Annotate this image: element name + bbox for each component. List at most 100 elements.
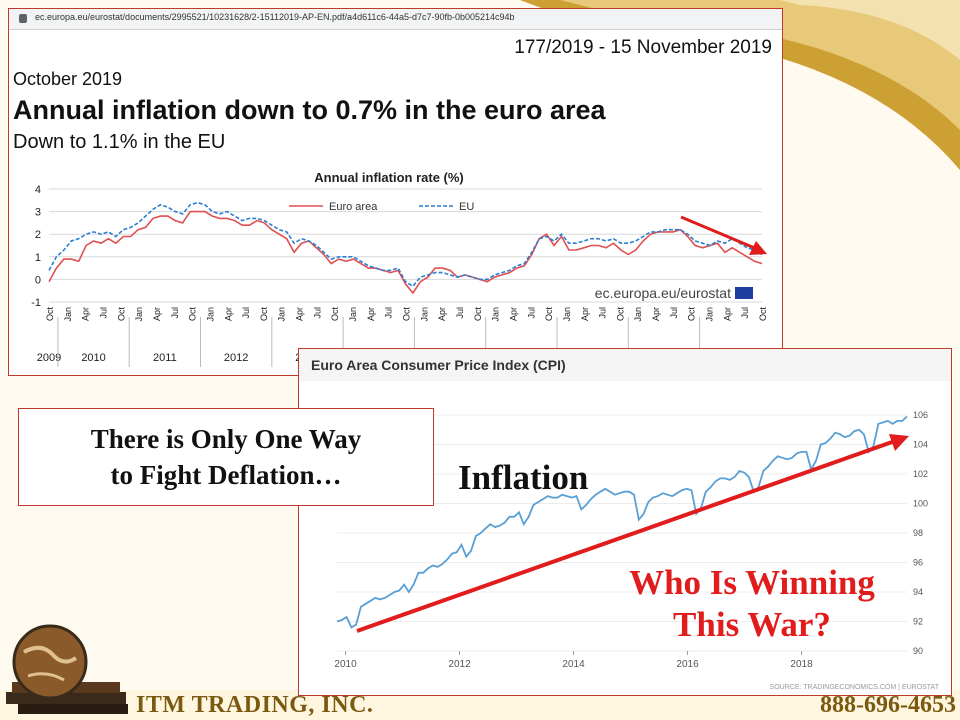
chart1-ytick-label: 3: [35, 207, 41, 219]
chart1-ytick-label: -1: [31, 297, 41, 309]
question-line-2: This War?: [673, 605, 831, 644]
chart1-month-tick: Oct: [188, 307, 198, 322]
chart1-ytick-label: 4: [35, 184, 41, 196]
chart1-month-tick: Oct: [259, 307, 269, 322]
chart1-month-tick: Jan: [633, 307, 643, 322]
chart1-month-tick: Jul: [455, 307, 465, 319]
chart1-month-tick: Oct: [330, 307, 340, 322]
chart2-ytick-label: 94: [913, 587, 923, 597]
globe-books-icon: [6, 624, 128, 714]
chart2-ytick-label: 96: [913, 558, 923, 568]
uptrend-arrow-head: [889, 434, 909, 451]
deflation-callout: There is Only One Way to Fight Deflation…: [18, 408, 434, 506]
chart1-ytick-label: 2: [35, 229, 41, 241]
chart1-month-tick: Apr: [223, 307, 233, 321]
chart1-month-tick: Apr: [508, 307, 518, 321]
browser-url-bar[interactable]: ec.europa.eu/eurostat/documents/2995521/…: [9, 9, 782, 30]
chart1-month-tick: Jul: [312, 307, 322, 319]
chart1-year-label: 2011: [153, 352, 177, 364]
chart1-series-line-0: [48, 210, 763, 295]
chart1-legend-label: EU: [459, 201, 474, 213]
chart1-month-tick: Oct: [544, 307, 554, 322]
chart2-xtick-label: 2016: [676, 659, 699, 670]
release-subheadline: Down to 1.1% in the EU: [13, 131, 226, 153]
chart1-bg: [19, 167, 774, 373]
chart1-month-tick: Jul: [598, 307, 608, 319]
chart2-ytick-label: 102: [913, 469, 928, 479]
chart1-ytick-label: 0: [35, 274, 41, 286]
chart2-ytick-label: 106: [913, 410, 928, 420]
chart1-month-tick: Oct: [473, 307, 483, 322]
release-headline: Annual inflation down to 0.7% in the eur…: [13, 95, 606, 125]
cpi-chart-title: Euro Area Consumer Price Index (CPI): [311, 357, 566, 373]
chart1-month-tick: Apr: [580, 307, 590, 321]
eurostat-release-panel: ec.europa.eu/eurostat/documents/2995521/…: [8, 8, 783, 376]
chart1-month-tick: Jul: [669, 307, 679, 319]
chart1-month-tick: Apr: [437, 307, 447, 321]
chart1-ytick-label: 1: [35, 252, 41, 264]
chart2-xtick-label: 2014: [562, 659, 585, 670]
chart1-month-tick: Oct: [758, 307, 768, 322]
chart2-xtick-label: 2010: [334, 659, 357, 670]
downtrend-arrow: [680, 215, 758, 251]
annual-inflation-chart: Annual inflation rate (%) -1 0 1 2 3 4 Euro are…: [19, 167, 774, 373]
chart1-month-tick: Apr: [722, 307, 732, 321]
chart2-source: SOURCE: TRADINGECONOMICS.COM | EUROSTAT: [770, 684, 940, 691]
uptrend-arrow: [356, 439, 896, 633]
phone-number: 888-696-4653: [820, 692, 956, 718]
chart1-month-tick: Oct: [687, 307, 697, 322]
chart1-series-line-1: [48, 201, 763, 288]
release-month: October 2019: [13, 69, 123, 89]
chart1-month-tick: Jul: [170, 307, 180, 319]
callout-line-2: to Fight Deflation…: [110, 460, 342, 490]
chart1-title: Annual inflation rate (%): [314, 170, 464, 185]
chart2-cpi-line: [336, 415, 908, 629]
chart1-month-tick: Jan: [348, 307, 358, 322]
chart1-month-tick: Jan: [277, 307, 287, 322]
chart2-xtick-label: 2018: [790, 659, 813, 670]
chart1-month-tick: Oct: [615, 307, 625, 322]
chart1-source: ec.europa.eu/eurostat: [595, 285, 731, 301]
chart1-month-tick: Jul: [241, 307, 251, 319]
chart1-month-tick: Apr: [651, 307, 661, 321]
inflation-label: Inflation: [458, 458, 589, 497]
chart1-month-tick: Jan: [705, 307, 715, 322]
chart1-month-tick: Jan: [205, 307, 215, 322]
chart1-month-tick: Apr: [81, 307, 91, 321]
chart1-month-tick: Jul: [98, 307, 108, 319]
lock-icon: [19, 14, 27, 23]
cpi-title-bar: Euro Area Consumer Price Index (CPI): [299, 349, 951, 382]
chart1-month-tick: Jan: [63, 307, 73, 322]
chart1-year-label: 2009: [37, 352, 61, 364]
chart1-month-tick: Apr: [295, 307, 305, 321]
winning-question: Who Is Winning This War?: [596, 562, 908, 646]
chart1-year-label: 2010: [81, 352, 105, 364]
company-name: ITM TRADING, INC.: [136, 692, 374, 718]
downtrend-arrow-head: [749, 241, 767, 255]
chart1-month-tick: Oct: [45, 307, 55, 322]
chart1-year-label: 2012: [224, 352, 248, 364]
chart1-month-tick: Jul: [526, 307, 536, 319]
chart2-ytick-label: 90: [913, 646, 923, 656]
release-reference: 177/2019 - 15 November 2019: [514, 37, 772, 58]
chart1-month-tick: Apr: [152, 307, 162, 321]
chart1-month-tick: Jan: [491, 307, 501, 322]
chart1-month-tick: Jan: [134, 307, 144, 322]
chart1-month-tick: Oct: [402, 307, 412, 322]
chart1-month-tick: Oct: [116, 307, 126, 322]
chart1-month-tick: Jan: [419, 307, 429, 322]
url-text: ec.europa.eu/eurostat/documents/2995521/…: [35, 12, 515, 22]
chart1-legend-label: Euro area: [329, 201, 378, 213]
chart1-month-tick: Jul: [384, 307, 394, 319]
question-line-1: Who Is Winning: [629, 563, 875, 602]
chart2-ytick-label: 92: [913, 617, 923, 627]
chart2-xtick-label: 2012: [448, 659, 471, 670]
chart1-month-tick: Apr: [366, 307, 376, 321]
chart1-month-tick: Jan: [562, 307, 572, 322]
callout-line-1: There is Only One Way: [90, 424, 362, 454]
chart1-month-tick: Jul: [740, 307, 750, 319]
chart2-ytick-label: 104: [913, 440, 928, 450]
chart2-ytick-label: 98: [913, 528, 923, 538]
eu-flag-icon: [735, 287, 753, 299]
chart2-ytick-label: 100: [913, 499, 928, 509]
